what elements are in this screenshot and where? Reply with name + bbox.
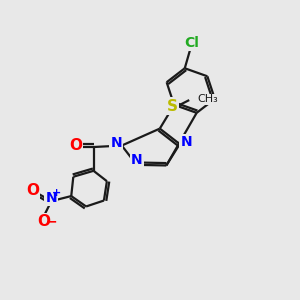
Text: O: O	[38, 214, 50, 230]
Text: N: N	[46, 191, 57, 205]
Text: Cl: Cl	[184, 36, 199, 50]
Text: O: O	[26, 183, 39, 198]
Text: N: N	[180, 135, 192, 149]
Text: +: +	[52, 188, 61, 198]
Text: CH₃: CH₃	[198, 94, 218, 104]
Text: O: O	[69, 138, 82, 153]
Text: −: −	[46, 214, 57, 228]
Text: S: S	[167, 98, 178, 113]
Text: N: N	[131, 153, 142, 167]
Text: N: N	[111, 136, 122, 150]
